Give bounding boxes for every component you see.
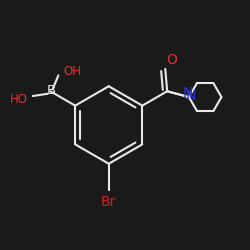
Text: HO: HO bbox=[10, 93, 28, 106]
Text: N: N bbox=[182, 86, 193, 100]
Text: OH: OH bbox=[63, 65, 81, 78]
Text: O: O bbox=[166, 53, 177, 67]
Text: N: N bbox=[186, 89, 196, 103]
Text: B: B bbox=[47, 84, 56, 96]
Text: Br: Br bbox=[101, 194, 116, 208]
